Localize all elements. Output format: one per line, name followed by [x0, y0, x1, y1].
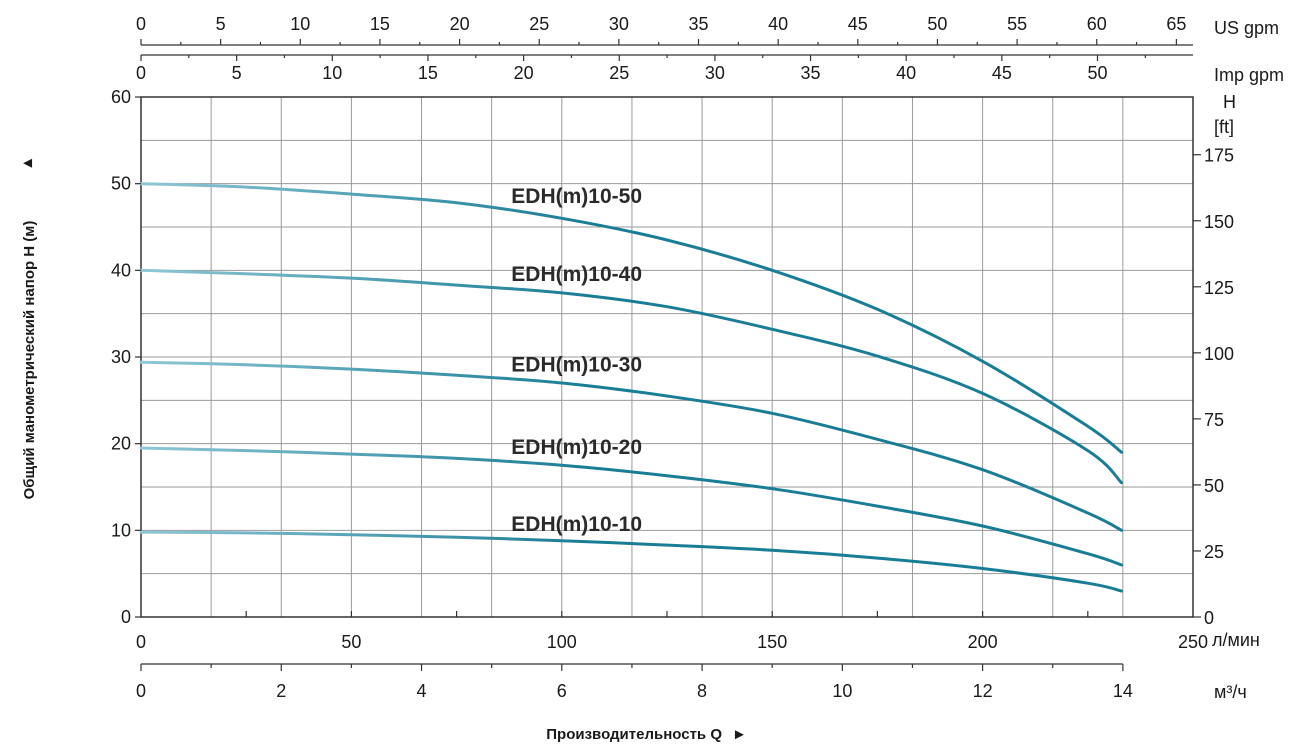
x-tick-label-lmin: 150	[757, 632, 787, 652]
x-tick-label-usgpm: 30	[609, 14, 629, 34]
x-axis-title-text: Производительность Q	[546, 726, 722, 743]
x-tick-label-usgpm: 45	[848, 14, 868, 34]
unit-l-min: л/мин	[1212, 630, 1260, 650]
x-tick-label-impgpm: 0	[136, 63, 146, 83]
y-axis-arrow: ►	[20, 155, 35, 172]
x-tick-label-usgpm: 15	[370, 14, 390, 34]
x-tick-label-lmin: 100	[547, 632, 577, 652]
x-tick-label-usgpm: 10	[290, 14, 310, 34]
x-tick-label-lmin: 50	[341, 632, 361, 652]
y-tick-label-ft: 0	[1204, 608, 1214, 628]
x-tick-label-lmin: 200	[968, 632, 998, 652]
x-tick-label-impgpm: 15	[418, 63, 438, 83]
x-tick-label-lmin: 0	[136, 632, 146, 652]
curves	[139, 182, 1123, 593]
x-tick-label-m3h: 4	[417, 681, 427, 701]
y-tick-label-m: 0	[121, 607, 131, 627]
series-label-3: EDH(m)10-30	[511, 353, 642, 376]
curve-series-5	[139, 530, 1123, 593]
x-tick-label-usgpm: 20	[450, 14, 470, 34]
x-axis-arrow: ►	[732, 726, 747, 743]
y-tick-label-m: 60	[111, 87, 131, 107]
y-tick-label-m: 20	[111, 434, 131, 454]
curve-series-1	[139, 182, 1123, 454]
x-tick-label-m3h: 8	[697, 681, 707, 701]
x-tick-label-usgpm: 60	[1087, 14, 1107, 34]
x-tick-label-m3h: 12	[973, 681, 993, 701]
y-tick-label-m: 30	[111, 347, 131, 367]
x-tick-label-m3h: 2	[276, 681, 286, 701]
x-tick-label-impgpm: 45	[992, 63, 1012, 83]
y-tick-label-ft: 25	[1204, 542, 1224, 562]
x-tick-label-impgpm: 5	[232, 63, 242, 83]
unit-imp-gpm: Imp gpm	[1214, 65, 1284, 85]
x-tick-label-impgpm: 25	[609, 63, 629, 83]
y-tick-label-ft: 75	[1204, 410, 1224, 430]
unit-m3h: м³/ч	[1214, 682, 1247, 702]
x-tick-label-impgpm: 35	[801, 63, 821, 83]
x-tick-label-usgpm: 50	[927, 14, 947, 34]
curve-series-4	[139, 446, 1123, 567]
x-tick-label-m3h: 10	[832, 681, 852, 701]
y-tick-label-ft: 100	[1204, 344, 1234, 364]
unit-h-name: H	[1223, 92, 1236, 112]
curve-series-3	[139, 360, 1123, 532]
x-axis-title: Производительность Q ►	[546, 726, 747, 743]
x-tick-label-usgpm: 55	[1007, 14, 1027, 34]
x-tick-label-usgpm: 5	[216, 14, 226, 34]
x-tick-label-impgpm: 50	[1087, 63, 1107, 83]
series-labels: EDH(m)10-50 EDH(m)10-40 EDH(m)10-30 EDH(m)1…	[511, 185, 642, 536]
series-label-2: EDH(m)10-40	[511, 263, 642, 286]
unit-ft: [ft]	[1214, 117, 1234, 137]
x-tick-label-m3h: 14	[1113, 681, 1133, 701]
x-tick-label-impgpm: 10	[322, 63, 342, 83]
y-tick-label-ft: 50	[1204, 476, 1224, 496]
x-tick-label-m3h: 0	[136, 681, 146, 701]
x-tick-label-usgpm: 35	[688, 14, 708, 34]
x-tick-label-impgpm: 20	[514, 63, 534, 83]
unit-us-gpm: US gpm	[1214, 18, 1279, 38]
x-tick-label-usgpm: 0	[136, 14, 146, 34]
y-tick-label-m: 10	[111, 520, 131, 540]
x-tick-label-usgpm: 25	[529, 14, 549, 34]
y-axis-title: Общий манометрический напор H (м) ►	[20, 155, 38, 499]
series-label-5: EDH(m)10-10	[511, 513, 642, 536]
y-tick-label-m: 40	[111, 260, 131, 280]
x-tick-label-impgpm: 30	[705, 63, 725, 83]
x-tick-label-usgpm: 65	[1166, 14, 1186, 34]
y-tick-label-ft: 150	[1204, 212, 1234, 232]
x-tick-label-usgpm: 40	[768, 14, 788, 34]
series-label-1: EDH(m)10-50	[511, 185, 642, 208]
y-tick-label-ft: 175	[1204, 146, 1234, 166]
curve-series-2	[139, 268, 1123, 485]
x-tick-label-lmin: 250	[1178, 632, 1208, 652]
y-tick-label-ft: 125	[1204, 278, 1234, 298]
series-label-4: EDH(m)10-20	[511, 436, 642, 459]
y-tick-label-m: 50	[111, 174, 131, 194]
y-axis-title-text: Общий манометрический напор H (м)	[21, 221, 38, 500]
x-tick-label-impgpm: 40	[896, 63, 916, 83]
x-tick-label-m3h: 6	[557, 681, 567, 701]
